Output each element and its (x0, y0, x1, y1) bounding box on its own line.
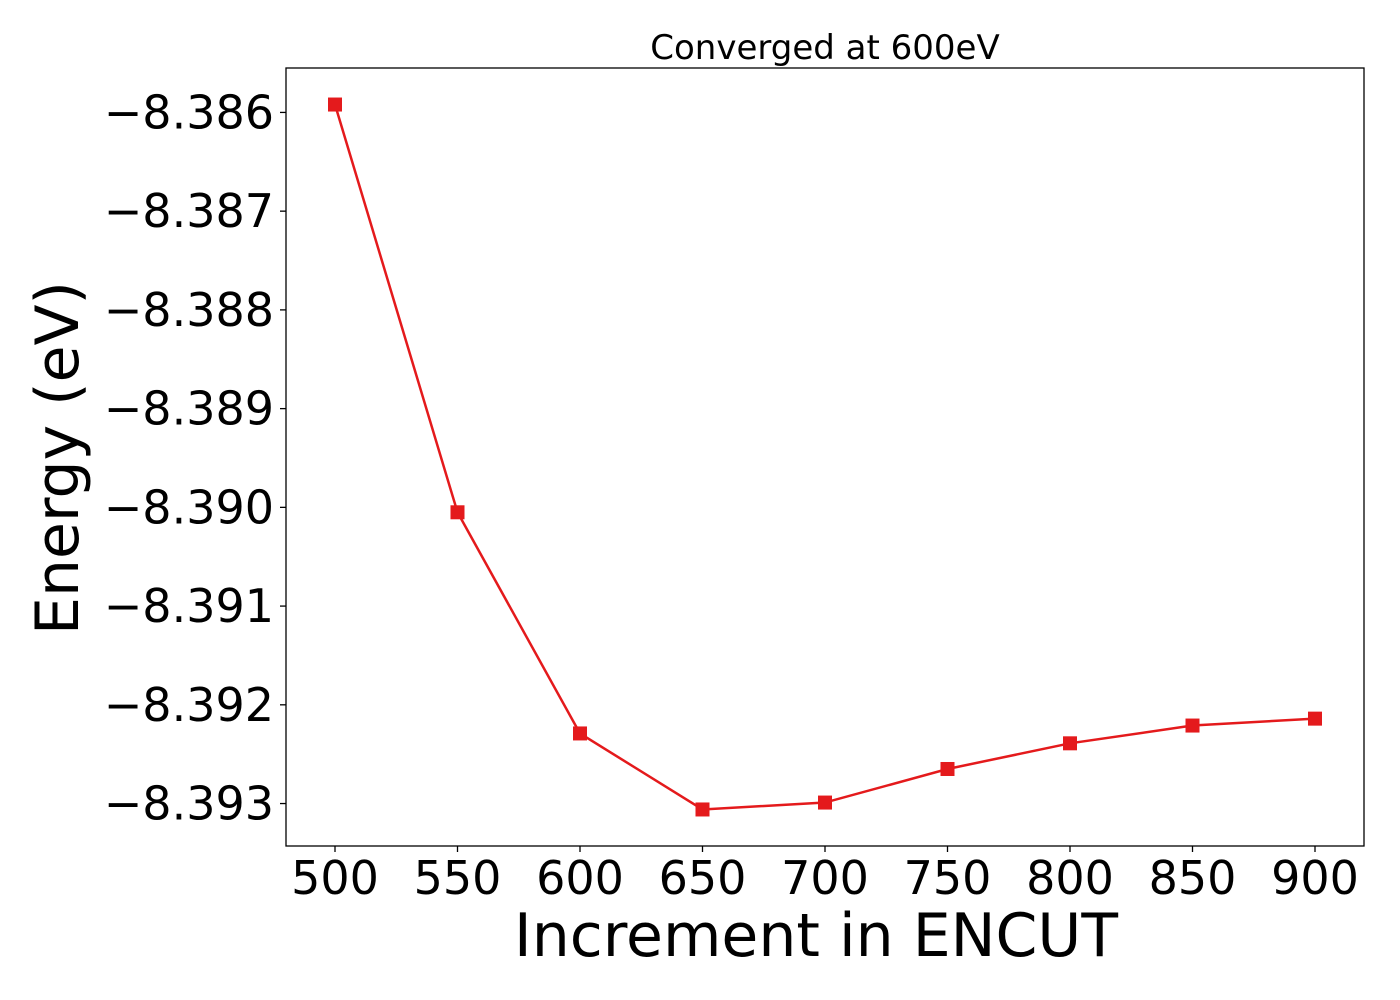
x-axis-label: Increment in ENCUT (514, 901, 1118, 971)
x-tick-label: 850 (1149, 851, 1237, 905)
x-tick-label: 750 (904, 851, 992, 905)
data-point-marker (328, 97, 342, 112)
y-tick-label: −8.389 (104, 382, 274, 436)
series-line (333, 104, 1316, 811)
y-tick-label: −8.392 (104, 678, 274, 732)
y-tick-label: −8.390 (104, 480, 274, 534)
x-tick-label: 700 (781, 851, 869, 905)
y-axis-label: Energy (eV) (23, 281, 93, 635)
chart-title: Converged at 600eV (650, 28, 999, 68)
y-tick-label: −8.388 (104, 283, 274, 337)
plot-area-frame (285, 67, 1365, 847)
x-tick-label: 800 (1026, 851, 1114, 905)
y-axis: −8.386 −8.387 −8.388 −8.389 −8.390 −8.391 −8.3… (104, 85, 286, 831)
data-point-marker (1185, 718, 1200, 733)
data-point-marker (1063, 736, 1077, 751)
data-point-marker (695, 802, 710, 817)
series-layer (328, 97, 1322, 817)
data-point-marker (1308, 711, 1322, 726)
data-point-marker (818, 795, 832, 810)
y-tick-label: −8.391 (104, 579, 274, 633)
data-point-marker (573, 726, 587, 741)
x-tick-label: 650 (659, 851, 747, 905)
y-tick-label: −8.386 (104, 85, 274, 139)
x-tick-label: 600 (536, 851, 624, 905)
y-tick-label: −8.387 (104, 184, 274, 238)
x-tick-label: 900 (1271, 851, 1359, 905)
data-point-marker (940, 761, 955, 776)
x-tick-label: 550 (414, 851, 502, 905)
y-tick-label: −8.393 (104, 777, 274, 831)
data-point-marker (450, 505, 465, 520)
x-tick-label: 500 (291, 851, 379, 905)
x-axis: 500 550 600 650 700 750 800 850 900 (291, 846, 1359, 905)
